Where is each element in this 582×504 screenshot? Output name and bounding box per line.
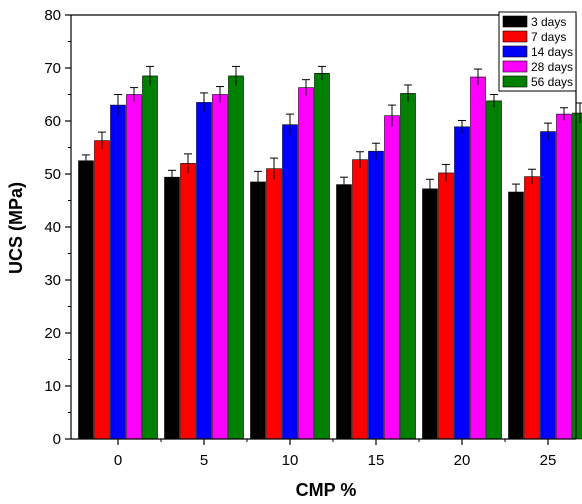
bar-3-days-cmp-10 (250, 181, 266, 440)
bar-28-days-cmp-15 (384, 115, 400, 440)
bar-56-days-cmp-10 (314, 73, 330, 440)
bar-7-days-cmp-25 (524, 176, 540, 440)
x-tick-label-20: 20 (454, 452, 471, 469)
bar-7-days-cmp-20 (438, 172, 454, 440)
x-tick-label-5: 5 (200, 452, 208, 469)
bar-7-days-cmp-10 (266, 168, 282, 440)
x-tick-label-15: 15 (368, 452, 385, 469)
x-tick-label-25: 25 (540, 452, 557, 469)
y-tick-label-30: 30 (44, 272, 61, 289)
bar-56-days-cmp-15 (400, 93, 416, 440)
legend-swatch-14-days (502, 45, 528, 58)
legend-label-3-days: 3 days (531, 15, 566, 29)
y-tick-label-60: 60 (44, 113, 61, 130)
y-tick-label-80: 80 (44, 7, 61, 24)
error-bar-28-days-cmp-20 (474, 68, 482, 85)
error-bar-28-days-cmp-25 (560, 107, 568, 121)
bar-56-days-cmp-25 (572, 112, 582, 440)
x-tick-label-10: 10 (282, 452, 299, 469)
error-bar-56-days-cmp-0 (146, 65, 154, 86)
bar-56-days-cmp-20 (486, 100, 502, 440)
legend-swatch-56-days (502, 75, 528, 88)
bar-28-days-cmp-10 (298, 87, 314, 440)
bars (78, 65, 582, 440)
error-bar-14-days-cmp-25 (544, 122, 552, 141)
error-bar-56-days-cmp-10 (318, 65, 326, 81)
bar-28-days-cmp-0 (126, 94, 142, 440)
bar-28-days-cmp-20 (470, 76, 486, 440)
bar-28-days-cmp-25 (556, 113, 572, 440)
bar-3-days-cmp-5 (164, 176, 180, 440)
y-tick-label-70: 70 (44, 60, 61, 77)
bar-28-days-cmp-5 (212, 94, 228, 440)
error-bar-56-days-cmp-20 (490, 94, 498, 108)
error-bar-56-days-cmp-15 (404, 84, 412, 102)
error-bar-7-days-cmp-0 (98, 131, 106, 150)
bar-3-days-cmp-20 (422, 188, 438, 440)
error-bar-7-days-cmp-25 (528, 168, 536, 185)
axes: 0 10 20 30 40 50 60 70 80 0 5 10 15 20 25 (44, 7, 577, 469)
error-bar-3-days-cmp-20 (426, 178, 434, 199)
legend-swatch-7-days (502, 30, 528, 43)
error-bar-56-days-cmp-25 (576, 102, 582, 124)
bar-14-days-cmp-5 (196, 102, 212, 440)
bar-56-days-cmp-0 (142, 75, 158, 440)
y-tick-label-20: 20 (44, 325, 61, 342)
error-bar-3-days-cmp-25 (512, 183, 520, 200)
error-bar-14-days-cmp-15 (372, 142, 380, 160)
bar-14-days-cmp-10 (282, 124, 298, 440)
bar-14-days-cmp-20 (454, 126, 470, 440)
bar-14-days-cmp-25 (540, 131, 556, 440)
bar-14-days-cmp-0 (110, 104, 126, 440)
error-bar-14-days-cmp-10 (286, 113, 294, 136)
y-tick-label-40: 40 (44, 219, 61, 236)
bar-14-days-cmp-15 (368, 150, 384, 440)
error-bar-7-days-cmp-15 (356, 151, 364, 168)
x-tick-label-0: 0 (114, 452, 122, 469)
error-bar-28-days-cmp-0 (130, 87, 138, 102)
error-bar-28-days-cmp-15 (388, 104, 396, 127)
bar-7-days-cmp-15 (352, 159, 368, 440)
legend-label-56-days: 56 days (531, 75, 573, 89)
error-bar-28-days-cmp-5 (216, 86, 224, 103)
legend-label-28-days: 28 days (531, 60, 573, 74)
error-bar-14-days-cmp-0 (114, 94, 122, 116)
error-bar-7-days-cmp-20 (442, 163, 450, 182)
legend-swatch-28-days (502, 60, 528, 73)
legend-swatch-3-days (502, 15, 528, 28)
y-tick-label-0: 0 (53, 431, 61, 448)
legend-label-14-days: 14 days (531, 45, 573, 59)
error-bar-56-days-cmp-5 (232, 65, 240, 86)
error-bar-7-days-cmp-10 (270, 157, 278, 180)
y-tick-label-10: 10 (44, 378, 61, 395)
error-bar-28-days-cmp-10 (302, 79, 310, 96)
error-bar-14-days-cmp-20 (458, 119, 466, 134)
error-bar-3-days-cmp-5 (168, 169, 176, 185)
bar-56-days-cmp-5 (228, 75, 244, 440)
x-axis-title: CMP % (296, 480, 357, 500)
bar-7-days-cmp-0 (94, 140, 110, 440)
error-bar-14-days-cmp-5 (200, 92, 208, 112)
bar-3-days-cmp-0 (78, 160, 94, 440)
bar-3-days-cmp-25 (508, 191, 524, 440)
error-bar-3-days-cmp-15 (340, 176, 348, 193)
error-bar-3-days-cmp-10 (254, 170, 262, 193)
legend-label-7-days: 7 days (531, 30, 566, 44)
y-tick-label-50: 50 (44, 166, 61, 183)
y-axis-title: UCS (MPa) (6, 182, 26, 274)
bar-3-days-cmp-15 (336, 184, 352, 440)
bar-7-days-cmp-5 (180, 163, 196, 440)
error-bar-7-days-cmp-5 (184, 153, 192, 173)
error-bar-3-days-cmp-0 (82, 154, 90, 167)
